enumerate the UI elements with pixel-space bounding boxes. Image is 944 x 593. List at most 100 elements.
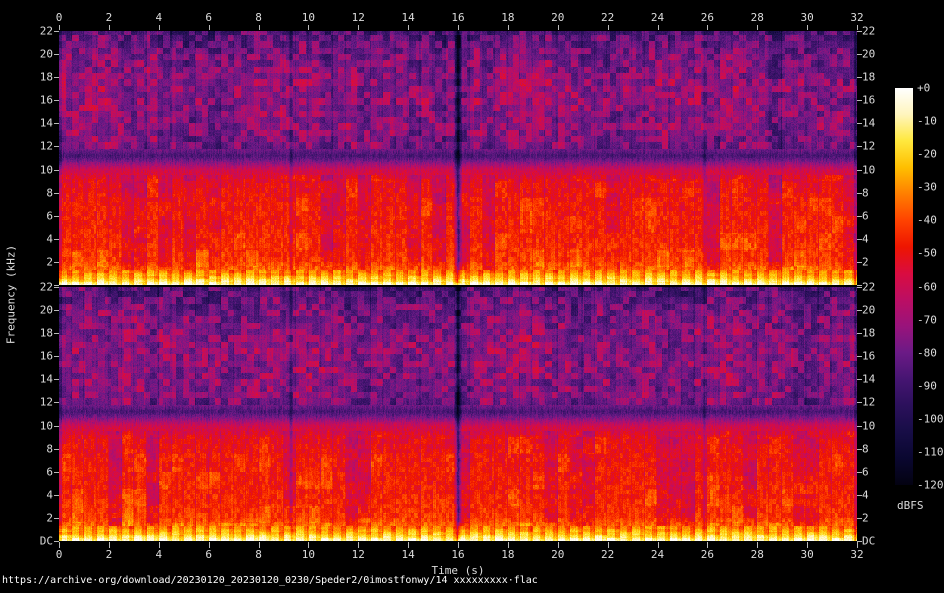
freq-tick-label: 6 <box>862 465 869 479</box>
time-tick-label: 2 <box>105 548 113 561</box>
time-tick-label: 32 <box>850 548 864 561</box>
freq-tick <box>54 215 59 217</box>
freq-tick <box>857 379 862 381</box>
spectrogram-plot-area <box>59 31 857 541</box>
colorbar-tick-label: -10 <box>917 114 937 128</box>
freq-tick <box>54 77 59 79</box>
time-tick-label: 10 <box>301 548 315 561</box>
time-tick-label: 6 <box>205 548 212 561</box>
time-tick <box>807 25 809 30</box>
freq-tick <box>857 541 862 542</box>
time-tick-label: 6 <box>205 11 212 24</box>
time-tick <box>458 542 459 548</box>
freq-tick <box>54 169 59 171</box>
time-tick <box>507 542 509 548</box>
time-tick <box>258 542 260 548</box>
time-tick-label: 0 <box>55 548 63 561</box>
colorbar-tick-label: -30 <box>917 180 937 194</box>
colorbar-tick-label: -80 <box>917 346 937 360</box>
time-tick <box>208 542 210 548</box>
time-tick <box>408 25 410 30</box>
freq-tick <box>857 100 862 102</box>
time-tick-label: 16 <box>451 11 465 24</box>
freq-tick-label: 20 <box>862 47 876 61</box>
time-tick <box>108 25 110 30</box>
freq-tick <box>857 356 862 358</box>
time-tick-label: 28 <box>750 11 764 24</box>
time-tick-label: 8 <box>255 548 262 561</box>
time-tick <box>857 542 858 548</box>
freq-tick-label: 12 <box>39 395 53 409</box>
time-tick <box>657 25 659 30</box>
freq-tick-label: 12 <box>862 395 876 409</box>
freq-tick-label: 22 <box>39 24 53 38</box>
freq-tick-label: 2 <box>862 511 869 525</box>
time-tick-label: 4 <box>155 548 163 561</box>
freq-tick <box>54 471 59 473</box>
freq-tick <box>857 123 862 125</box>
colorbar-tick-label: -90 <box>917 379 937 393</box>
freq-tick-label: 8 <box>862 186 869 200</box>
spectrogram-channel-2 <box>59 287 857 541</box>
source-url-caption: https://archive·org/download/20230120_20… <box>2 575 538 586</box>
time-tick-label: 18 <box>501 548 515 561</box>
time-tick-label: 4 <box>155 11 163 24</box>
freq-tick-label: 10 <box>862 419 876 433</box>
freq-tick <box>857 517 862 519</box>
time-tick <box>807 542 809 548</box>
time-tick <box>308 25 310 30</box>
time-tick <box>158 542 160 548</box>
time-tick <box>458 25 459 30</box>
freq-tick <box>54 285 59 286</box>
freq-tick-label: 4 <box>862 232 869 246</box>
spectrogram-channel-1 <box>59 31 857 285</box>
time-tick-label: 30 <box>800 11 814 24</box>
time-tick-label: 14 <box>401 11 415 24</box>
freq-tick-label: 18 <box>862 326 876 340</box>
freq-tick-label: 14 <box>862 372 876 386</box>
time-tick-label: 8 <box>255 11 262 24</box>
freq-tick-label: 16 <box>39 93 53 107</box>
time-tick <box>607 25 609 30</box>
freq-tick <box>857 54 862 56</box>
colorbar-tick-label: -100 <box>917 412 944 426</box>
freq-tick <box>857 192 862 194</box>
freq-tick-label: 14 <box>862 116 876 130</box>
freq-dc-label: DC <box>862 534 876 548</box>
time-tick-label: 0 <box>55 11 63 24</box>
freq-tick-label: 8 <box>46 442 53 456</box>
freq-tick <box>54 238 59 240</box>
time-tick-label: 32 <box>850 11 864 24</box>
freq-tick <box>54 333 59 335</box>
freq-tick-label: 8 <box>862 442 869 456</box>
freq-tick <box>857 333 862 335</box>
time-tick-label: 24 <box>650 548 665 561</box>
freq-tick-label: 12 <box>862 139 876 153</box>
freq-tick <box>857 169 862 171</box>
freq-tick-label: 10 <box>39 163 53 177</box>
freq-tick-label: 18 <box>39 326 53 340</box>
freq-tick <box>857 287 862 288</box>
freq-tick <box>857 471 862 473</box>
time-tick <box>757 25 759 30</box>
time-tick-label: 22 <box>601 548 615 561</box>
freq-tick <box>54 54 59 56</box>
time-tick <box>208 25 210 30</box>
time-tick <box>358 542 360 548</box>
freq-tick <box>857 261 862 263</box>
freq-tick-label: 22 <box>39 280 53 294</box>
time-axis-title: Time (s) <box>431 564 485 577</box>
freq-tick-label: 18 <box>39 70 53 84</box>
freq-tick-label: 6 <box>862 209 869 223</box>
freq-tick <box>54 425 59 427</box>
freq-tick-label: 20 <box>39 47 53 61</box>
colorbar-tick-label: -60 <box>917 280 937 293</box>
time-tick-label: 20 <box>551 11 565 24</box>
time-tick-label: 26 <box>700 11 714 24</box>
freq-tick <box>54 123 59 125</box>
freq-tick <box>54 379 59 381</box>
time-tick <box>358 25 360 30</box>
freq-tick-label: 20 <box>39 303 53 317</box>
freq-tick-label: 8 <box>46 186 53 200</box>
freq-tick-label: 22 <box>862 280 876 294</box>
